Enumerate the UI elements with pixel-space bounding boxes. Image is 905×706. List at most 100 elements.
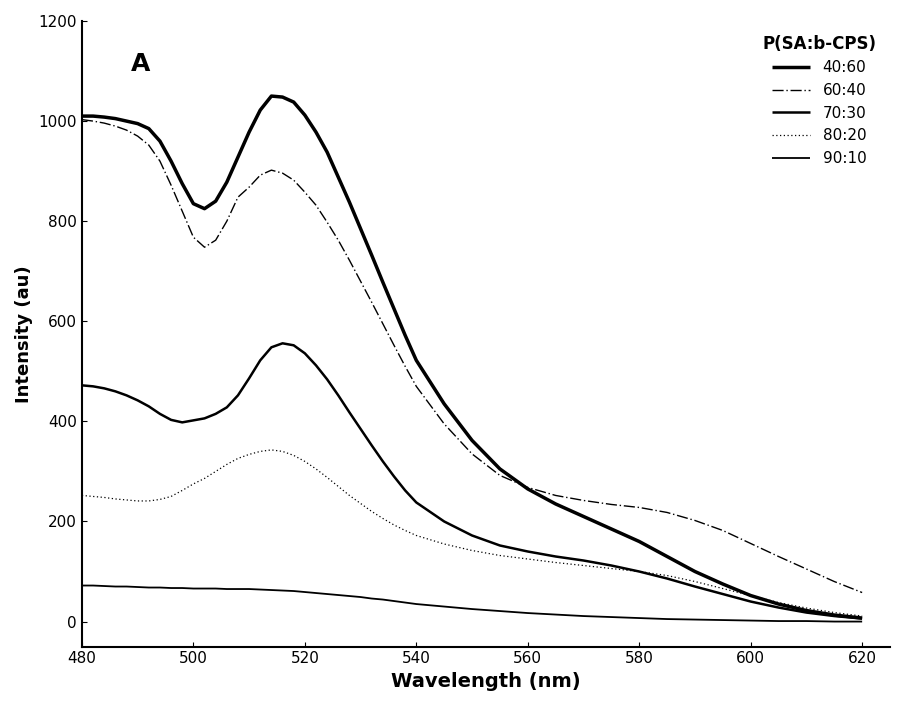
40:60 bbox=[773, 600, 784, 609]
90:10 bbox=[550, 610, 561, 618]
80:20 bbox=[166, 492, 176, 501]
70:30 bbox=[494, 542, 505, 550]
40:60 bbox=[110, 114, 120, 123]
70:30 bbox=[300, 349, 310, 357]
80:20 bbox=[176, 486, 187, 495]
90:10 bbox=[344, 592, 355, 600]
80:20 bbox=[745, 592, 756, 600]
40:60 bbox=[634, 537, 644, 546]
90:10 bbox=[132, 582, 143, 591]
80:20 bbox=[243, 450, 254, 459]
60:40 bbox=[606, 501, 617, 509]
60:40 bbox=[829, 578, 840, 586]
40:60 bbox=[77, 112, 88, 120]
40:60 bbox=[222, 178, 233, 186]
60:40 bbox=[662, 508, 672, 517]
70:30 bbox=[377, 457, 388, 466]
40:60 bbox=[199, 205, 210, 213]
80:20 bbox=[550, 558, 561, 567]
80:20 bbox=[578, 561, 589, 570]
80:20 bbox=[388, 521, 399, 530]
60:40 bbox=[88, 117, 99, 126]
90:10 bbox=[176, 584, 187, 592]
90:10 bbox=[143, 583, 154, 592]
40:60 bbox=[155, 137, 166, 145]
60:40 bbox=[355, 277, 366, 285]
60:40 bbox=[289, 176, 300, 184]
80:20 bbox=[300, 457, 310, 466]
80:20 bbox=[199, 474, 210, 483]
90:10 bbox=[801, 617, 812, 626]
70:30 bbox=[400, 486, 411, 495]
40:60 bbox=[494, 465, 505, 473]
70:30 bbox=[550, 552, 561, 561]
90:10 bbox=[210, 585, 221, 593]
40:60 bbox=[166, 157, 176, 165]
70:30 bbox=[255, 356, 266, 364]
70:30 bbox=[355, 424, 366, 433]
90:10 bbox=[522, 609, 533, 617]
60:40 bbox=[367, 298, 377, 306]
70:30 bbox=[277, 339, 288, 347]
40:60 bbox=[88, 112, 99, 120]
X-axis label: Wavelength (nm): Wavelength (nm) bbox=[391, 672, 581, 691]
70:30 bbox=[132, 396, 143, 405]
90:10 bbox=[467, 605, 478, 614]
90:10 bbox=[243, 585, 254, 593]
40:60 bbox=[467, 436, 478, 445]
80:20 bbox=[99, 493, 110, 502]
60:40 bbox=[255, 171, 266, 179]
70:30 bbox=[166, 416, 176, 424]
70:30 bbox=[467, 531, 478, 539]
40:60 bbox=[400, 331, 411, 340]
Line: 70:30: 70:30 bbox=[82, 343, 862, 618]
90:10 bbox=[155, 583, 166, 592]
80:20 bbox=[143, 497, 154, 505]
70:30 bbox=[155, 409, 166, 418]
40:60 bbox=[333, 173, 344, 181]
90:10 bbox=[233, 585, 243, 593]
60:40 bbox=[210, 236, 221, 244]
80:20 bbox=[110, 495, 120, 503]
70:30 bbox=[110, 387, 120, 395]
60:40 bbox=[400, 362, 411, 371]
60:40 bbox=[266, 166, 277, 174]
90:10 bbox=[494, 607, 505, 616]
70:30 bbox=[857, 614, 868, 623]
90:10 bbox=[388, 597, 399, 605]
Line: 90:10: 90:10 bbox=[82, 585, 862, 621]
80:20 bbox=[321, 473, 332, 481]
90:10 bbox=[289, 587, 300, 595]
90:10 bbox=[662, 615, 672, 623]
70:30 bbox=[289, 341, 300, 349]
60:40 bbox=[155, 157, 166, 165]
90:10 bbox=[255, 585, 266, 594]
40:60 bbox=[289, 98, 300, 107]
40:60 bbox=[662, 552, 672, 561]
90:10 bbox=[439, 602, 450, 611]
70:30 bbox=[634, 568, 644, 576]
90:10 bbox=[400, 598, 411, 606]
40:60 bbox=[801, 606, 812, 615]
60:40 bbox=[857, 588, 868, 597]
80:20 bbox=[310, 465, 321, 473]
60:40 bbox=[77, 115, 88, 124]
60:40 bbox=[110, 122, 120, 131]
60:40 bbox=[321, 218, 332, 227]
40:60 bbox=[388, 304, 399, 313]
40:60 bbox=[377, 278, 388, 287]
40:60 bbox=[132, 119, 143, 128]
80:20 bbox=[77, 491, 88, 500]
90:10 bbox=[121, 582, 132, 591]
90:10 bbox=[110, 582, 120, 591]
60:40 bbox=[310, 201, 321, 210]
90:10 bbox=[300, 588, 310, 597]
Line: 60:40: 60:40 bbox=[82, 119, 862, 592]
70:30 bbox=[411, 498, 422, 507]
70:30 bbox=[745, 597, 756, 606]
80:20 bbox=[718, 585, 729, 593]
40:60 bbox=[606, 525, 617, 533]
40:60 bbox=[277, 92, 288, 101]
40:60 bbox=[718, 580, 729, 588]
70:30 bbox=[210, 409, 221, 418]
